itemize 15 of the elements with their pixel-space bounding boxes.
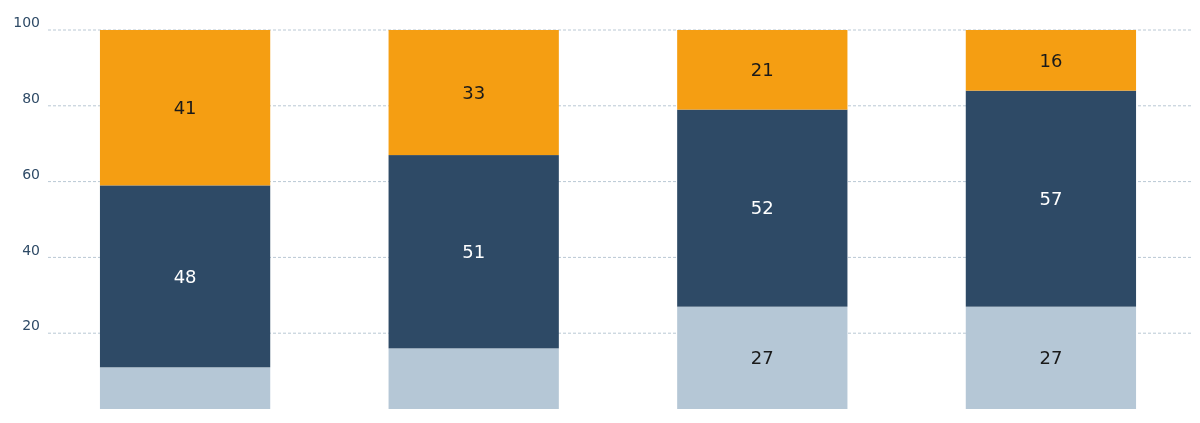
data-label: 51: [462, 241, 486, 263]
data-label: 27: [1039, 347, 1063, 369]
data-label: 16: [1039, 49, 1063, 71]
data-label: 48: [173, 265, 197, 287]
y-tick-label: 80: [22, 90, 40, 106]
y-tick-label: 100: [13, 14, 40, 31]
data-label: 21: [750, 59, 774, 81]
data-label: 41: [173, 97, 197, 118]
data-label: 57: [1039, 187, 1063, 209]
y-tick-label: 40: [22, 241, 40, 258]
data-label: 27: [750, 347, 774, 369]
data-label: 33: [462, 81, 486, 103]
y-tick-label: 20: [22, 317, 40, 334]
y-tick-label: 60: [22, 165, 40, 182]
data-label: 52: [750, 197, 774, 219]
